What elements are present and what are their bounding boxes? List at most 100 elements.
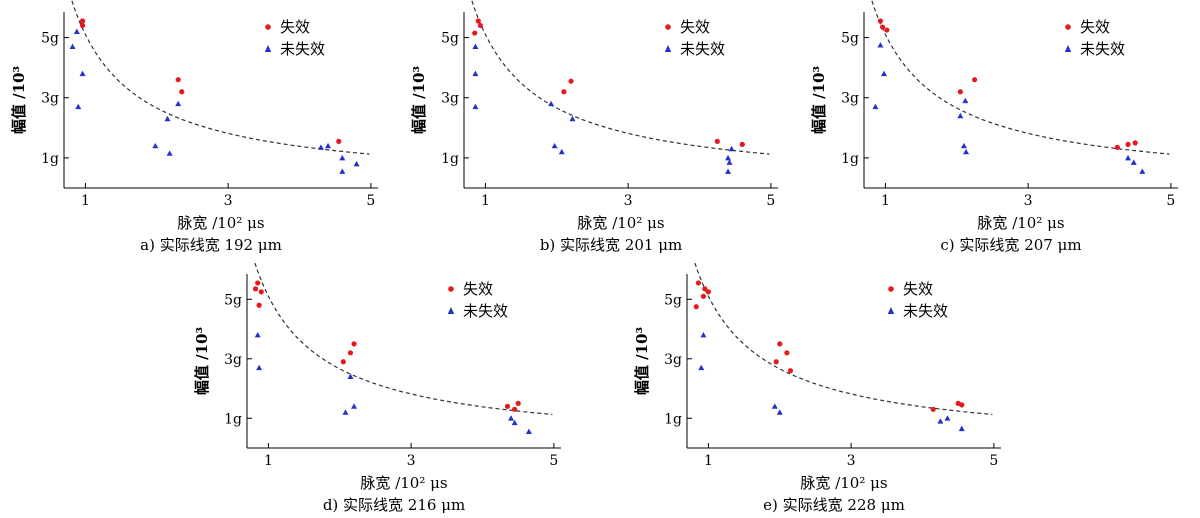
unfailed-point: [339, 168, 346, 174]
unfailed-point: [164, 115, 171, 122]
x-tick-label: 3: [1024, 193, 1033, 209]
legend-label: 未失效: [903, 302, 948, 320]
x-tick-label: 3: [224, 193, 233, 209]
x-tick-label: 1: [881, 193, 890, 209]
y-tick-label: 1g: [841, 151, 859, 167]
x-tick-label: 5: [766, 193, 775, 209]
legend-marker-unfailed: [664, 45, 672, 52]
legend-label: 失效: [1080, 18, 1110, 36]
legend-label: 未失效: [680, 40, 725, 58]
unfailed-point: [508, 415, 515, 421]
x-tick-label: 1: [481, 193, 490, 209]
chart-panel-c: 1 3 5 1g 3g 5g 脉宽 /10² μs 幅值 /10³ c) 实际线宽 207 μm…: [800, 0, 1200, 262]
chart-caption: b) 实际线宽 201 μm: [540, 236, 682, 254]
failed-point: [1114, 144, 1120, 150]
chart-panel-b: 1 3 5 1g 3g 5g 脉宽 /10² μs 幅值 /10³ b) 实际线宽 201 μm…: [400, 0, 800, 262]
unfailed-point: [962, 97, 969, 104]
unfailed-point: [776, 409, 783, 415]
failed-point: [256, 302, 262, 308]
failed-point: [784, 350, 790, 356]
unfailed-point: [771, 403, 778, 409]
failed-point: [179, 89, 185, 95]
unfailed-point: [472, 70, 479, 77]
trend-line: [471, 0, 770, 155]
unfailed-point: [254, 331, 261, 338]
failed-point: [884, 27, 890, 33]
legend-marker-failed: [448, 286, 454, 292]
failed-point: [336, 138, 342, 144]
chart-panel-e: 1 3 5 1g 3g 5g 脉宽 /10² μs 幅值 /10³ e) 实际线宽 228 μm…: [623, 256, 1023, 514]
scatter-chart-c: 1 3 5 1g 3g 5g 脉宽 /10² μs 幅值 /10³ c) 实际线宽 207 μm…: [810, 0, 1178, 254]
y-tick-label: 5g: [664, 292, 682, 308]
unfailed-point: [700, 331, 707, 338]
unfailed-point: [166, 150, 173, 156]
unfailed-point: [353, 160, 360, 167]
x-tick-label: 5: [366, 193, 375, 209]
failed-point: [79, 18, 86, 24]
failed-point: [561, 89, 567, 95]
unfailed-point: [728, 145, 735, 152]
unfailed-point: [1139, 168, 1146, 174]
unfailed-point: [944, 415, 951, 421]
trend-line: [71, 0, 370, 155]
failed-point: [773, 359, 779, 365]
unfailed-point: [963, 148, 970, 155]
x-tick-label: 1: [704, 453, 713, 469]
y-axis-label: 幅值 /10³: [810, 66, 828, 134]
legend-marker-failed: [265, 24, 271, 30]
failed-point: [351, 341, 357, 347]
legend-label: 未失效: [463, 302, 508, 320]
unfailed-point: [256, 364, 263, 371]
failed-point: [472, 30, 478, 36]
unfailed-point: [472, 103, 479, 110]
y-tick-label: 5g: [841, 31, 859, 47]
failed-point: [477, 22, 484, 29]
unfailed-point: [175, 100, 182, 107]
failed-point: [255, 280, 261, 286]
x-tick-label: 5: [1166, 193, 1175, 209]
unfailed-point: [548, 100, 555, 107]
failed-point: [515, 400, 521, 406]
legend-label: 失效: [280, 18, 310, 36]
unfailed-point: [958, 425, 965, 432]
unfailed-point: [551, 142, 558, 149]
x-axis-label: 脉宽 /10² μs: [577, 214, 664, 232]
failed-point: [568, 78, 574, 84]
y-tick-label: 1g: [41, 151, 59, 167]
unfailed-point: [317, 144, 324, 150]
y-tick-label: 5g: [441, 31, 459, 47]
failed-point: [787, 368, 794, 374]
failed-point: [258, 289, 264, 295]
scatter-chart-a: 1 3 5 1g 3g 5g 脉宽 /10² μs 幅值 /10³ a) 实际线宽 192 μm…: [10, 0, 378, 254]
x-tick-label: 5: [989, 453, 998, 469]
failed-point: [959, 402, 965, 408]
unfailed-point: [1130, 159, 1137, 165]
legend-label: 未失效: [280, 40, 325, 58]
chart-caption: e) 实际线宽 228 μm: [763, 496, 905, 514]
unfailed-point: [1125, 154, 1132, 161]
failed-point: [1132, 140, 1138, 146]
scatter-chart-b: 1 3 5 1g 3g 5g 脉宽 /10² μs 幅值 /10³ b) 实际线宽 201 μm…: [410, 0, 778, 254]
failed-point: [702, 286, 708, 292]
y-axis-label: 幅值 /10³: [633, 327, 651, 395]
y-axis-label: 幅值 /10³: [10, 66, 28, 134]
unfailed-point: [351, 403, 358, 409]
unfailed-point: [937, 418, 944, 424]
y-tick-label: 1g: [441, 151, 459, 167]
chart-panel-a: 1 3 5 1g 3g 5g 脉宽 /10² μs 幅值 /10³ a) 实际线宽 192 μm…: [0, 0, 400, 262]
chart-caption: d) 实际线宽 216 μm: [323, 496, 465, 514]
failed-point: [175, 77, 181, 83]
y-tick-label: 1g: [224, 411, 242, 427]
chart-caption: a) 实际线宽 192 μm: [140, 236, 282, 254]
failed-point: [347, 350, 354, 356]
unfailed-point: [877, 42, 884, 48]
failed-point: [79, 22, 86, 29]
failed-point: [739, 141, 745, 147]
x-tick-label: 3: [624, 193, 633, 209]
unfailed-point: [525, 428, 532, 435]
failed-point: [879, 24, 886, 30]
x-axis-label: 脉宽 /10² μs: [360, 474, 447, 492]
legend-label: 未失效: [1080, 40, 1125, 58]
x-axis-label: 脉宽 /10² μs: [977, 214, 1064, 232]
unfailed-point: [726, 159, 733, 165]
